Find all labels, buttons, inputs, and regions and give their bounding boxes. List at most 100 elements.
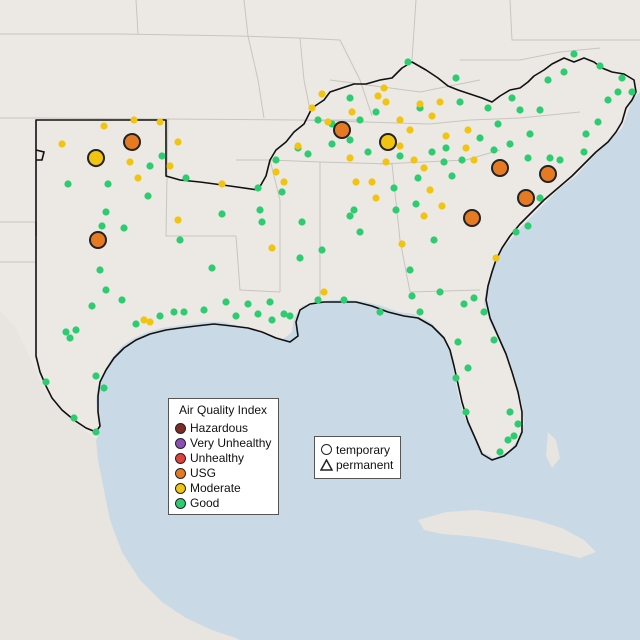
monitor-good[interactable] <box>340 296 348 304</box>
monitor-moderate[interactable] <box>348 108 356 116</box>
monitor-moderate-temporary[interactable] <box>87 149 105 167</box>
monitor-moderate[interactable] <box>294 142 302 150</box>
monitor-moderate[interactable] <box>156 118 164 126</box>
monitor-usg-temporary[interactable] <box>491 159 509 177</box>
monitor-good[interactable] <box>436 288 444 296</box>
monitor-good[interactable] <box>506 140 514 148</box>
monitor-good[interactable] <box>480 308 488 316</box>
monitor-good[interactable] <box>594 118 602 126</box>
monitor-good[interactable] <box>406 266 414 274</box>
monitor-moderate[interactable] <box>396 116 404 124</box>
monitor-moderate[interactable] <box>382 158 390 166</box>
monitor-good[interactable] <box>570 50 578 58</box>
monitor-good[interactable] <box>170 308 178 316</box>
monitor-good[interactable] <box>490 146 498 154</box>
monitor-moderate[interactable] <box>416 100 424 108</box>
monitor-moderate[interactable] <box>372 194 380 202</box>
monitor-good[interactable] <box>628 88 636 96</box>
monitor-good[interactable] <box>158 152 166 160</box>
monitor-good[interactable] <box>346 212 354 220</box>
monitor-good[interactable] <box>526 130 534 138</box>
monitor-good[interactable] <box>452 74 460 82</box>
monitor-good[interactable] <box>416 308 424 316</box>
monitor-moderate[interactable] <box>146 318 154 326</box>
monitor-good[interactable] <box>120 224 128 232</box>
monitor-good[interactable] <box>582 130 590 138</box>
monitor-moderate[interactable] <box>308 104 316 112</box>
monitor-usg-temporary[interactable] <box>539 165 557 183</box>
monitor-good[interactable] <box>494 120 502 128</box>
monitor-moderate-temporary[interactable] <box>379 133 397 151</box>
monitor-good[interactable] <box>218 210 226 218</box>
monitor-good[interactable] <box>244 300 252 308</box>
monitor-good[interactable] <box>70 414 78 422</box>
monitor-good[interactable] <box>298 218 306 226</box>
monitor-moderate[interactable] <box>126 158 134 166</box>
monitor-moderate[interactable] <box>100 122 108 130</box>
monitor-moderate[interactable] <box>320 288 328 296</box>
monitor-good[interactable] <box>208 264 216 272</box>
monitor-good[interactable] <box>456 98 464 106</box>
monitor-moderate[interactable] <box>374 92 382 100</box>
monitor-good[interactable] <box>470 294 478 302</box>
monitor-good[interactable] <box>460 300 468 308</box>
monitor-good[interactable] <box>412 200 420 208</box>
monitor-good[interactable] <box>546 154 554 162</box>
monitor-moderate[interactable] <box>174 138 182 146</box>
monitor-good[interactable] <box>510 432 518 440</box>
monitor-good[interactable] <box>544 76 552 84</box>
monitor-good[interactable] <box>514 420 522 428</box>
monitor-good[interactable] <box>314 296 322 304</box>
monitor-good[interactable] <box>256 206 264 214</box>
monitor-good[interactable] <box>62 328 70 336</box>
monitor-moderate[interactable] <box>352 178 360 186</box>
monitor-good[interactable] <box>180 308 188 316</box>
monitor-moderate[interactable] <box>130 116 138 124</box>
monitor-moderate[interactable] <box>398 240 406 248</box>
monitor-moderate[interactable] <box>492 254 500 262</box>
monitor-good[interactable] <box>536 106 544 114</box>
monitor-good[interactable] <box>392 206 400 214</box>
monitor-good[interactable] <box>102 208 110 216</box>
monitor-good[interactable] <box>452 374 460 382</box>
monitor-good[interactable] <box>222 298 230 306</box>
monitor-good[interactable] <box>560 68 568 76</box>
monitor-good[interactable] <box>156 312 164 320</box>
monitor-moderate[interactable] <box>346 154 354 162</box>
monitor-good[interactable] <box>490 336 498 344</box>
monitor-good[interactable] <box>92 428 100 436</box>
monitor-good[interactable] <box>356 116 364 124</box>
monitor-good[interactable] <box>232 312 240 320</box>
monitor-good[interactable] <box>304 150 312 158</box>
monitor-good[interactable] <box>104 180 112 188</box>
monitor-moderate[interactable] <box>406 126 414 134</box>
monitor-moderate[interactable] <box>438 202 446 210</box>
monitor-good[interactable] <box>182 174 190 182</box>
monitor-good[interactable] <box>556 156 564 164</box>
monitor-good[interactable] <box>254 184 262 192</box>
monitor-good[interactable] <box>512 228 520 236</box>
monitor-good[interactable] <box>390 184 398 192</box>
monitor-good[interactable] <box>476 134 484 142</box>
monitor-moderate[interactable] <box>280 178 288 186</box>
monitor-good[interactable] <box>176 236 184 244</box>
monitor-good[interactable] <box>328 140 336 148</box>
monitor-good[interactable] <box>516 106 524 114</box>
monitor-good[interactable] <box>536 194 544 202</box>
monitor-moderate[interactable] <box>368 178 376 186</box>
monitor-moderate[interactable] <box>272 168 280 176</box>
monitor-good[interactable] <box>88 302 96 310</box>
monitor-good[interactable] <box>496 448 504 456</box>
monitor-good[interactable] <box>278 188 286 196</box>
monitor-good[interactable] <box>98 222 106 230</box>
monitor-moderate[interactable] <box>428 112 436 120</box>
monitor-moderate[interactable] <box>436 98 444 106</box>
monitor-good[interactable] <box>318 246 326 254</box>
monitor-moderate[interactable] <box>324 118 332 126</box>
monitor-good[interactable] <box>346 94 354 102</box>
monitor-good[interactable] <box>272 156 280 164</box>
monitor-good[interactable] <box>442 144 450 152</box>
monitor-good[interactable] <box>596 62 604 70</box>
monitor-good[interactable] <box>396 152 404 160</box>
